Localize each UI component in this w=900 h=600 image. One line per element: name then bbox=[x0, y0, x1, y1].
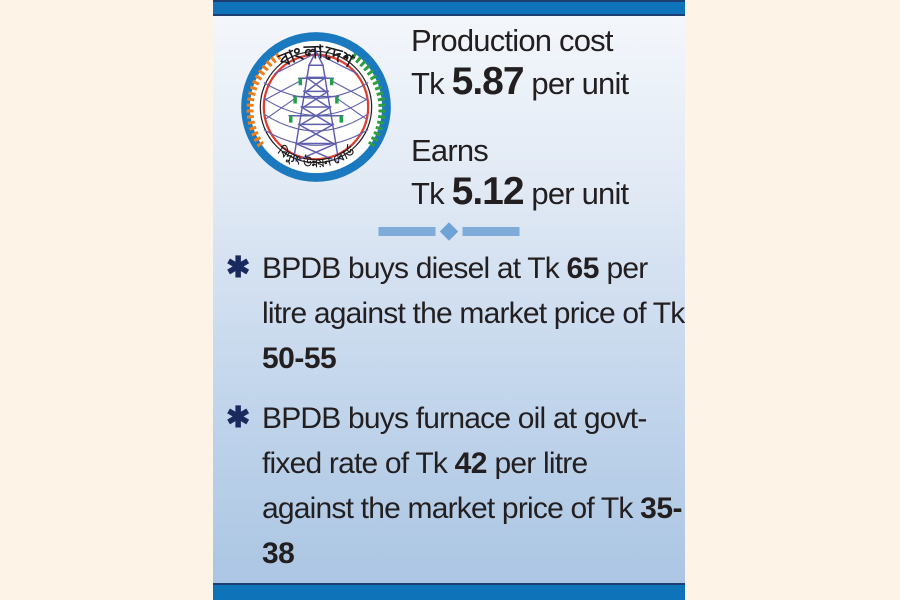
wheat-right-icon bbox=[350, 52, 386, 148]
stat-value: Tk 5.12 per unit bbox=[411, 170, 629, 213]
info-panel: বাংলাদেশ বিদ্যুৎ উন্নয়ন বোর্ড Productio… bbox=[213, 0, 685, 600]
headline-stats: Production cost Tk 5.87 per unit Earns T… bbox=[411, 22, 683, 217]
stat-earns: Earns Tk 5.12 per unit bbox=[411, 132, 683, 217]
divider-bar-left bbox=[378, 226, 436, 236]
stat-label: Production cost bbox=[411, 23, 613, 58]
bullet-text: BPDB buys diesel at Tk 65 per litre agai… bbox=[262, 252, 685, 375]
pylon-icon bbox=[288, 49, 344, 162]
bullet-text: BPDB buys furnace oil at govt-fixed rate… bbox=[262, 402, 683, 570]
stat-value: Tk 5.87 per unit bbox=[411, 60, 629, 103]
wheat-left-icon bbox=[246, 52, 282, 148]
panel-top-bar bbox=[213, 0, 685, 16]
bullet-furnace-oil: ✱ BPDB buys furnace oil at govt-fixed ra… bbox=[226, 396, 686, 576]
section-divider bbox=[378, 221, 520, 241]
stat-production-cost: Production cost Tk 5.87 per unit bbox=[411, 22, 683, 107]
logo-outer-ring bbox=[241, 32, 391, 182]
asterisk-bullet-icon: ✱ bbox=[226, 252, 251, 284]
stat-label: Earns bbox=[411, 133, 489, 168]
panel-bottom-bar bbox=[213, 583, 685, 600]
logo-red-circle bbox=[262, 53, 370, 161]
divider-bar-right bbox=[462, 226, 520, 236]
bpdb-logo: বাংলাদেশ বিদ্যুৎ উন্নয়ন বোর্ড bbox=[229, 20, 403, 194]
bullet-diesel: ✱ BPDB buys diesel at Tk 65 per litre ag… bbox=[226, 246, 686, 381]
bpdb-logo-graphic: বাংলাদেশ বিদ্যুৎ উন্নয়ন বোর্ড bbox=[241, 32, 391, 182]
asterisk-bullet-icon: ✱ bbox=[226, 402, 251, 434]
divider-diamond-icon bbox=[439, 221, 459, 241]
insulators-icon bbox=[289, 78, 343, 123]
